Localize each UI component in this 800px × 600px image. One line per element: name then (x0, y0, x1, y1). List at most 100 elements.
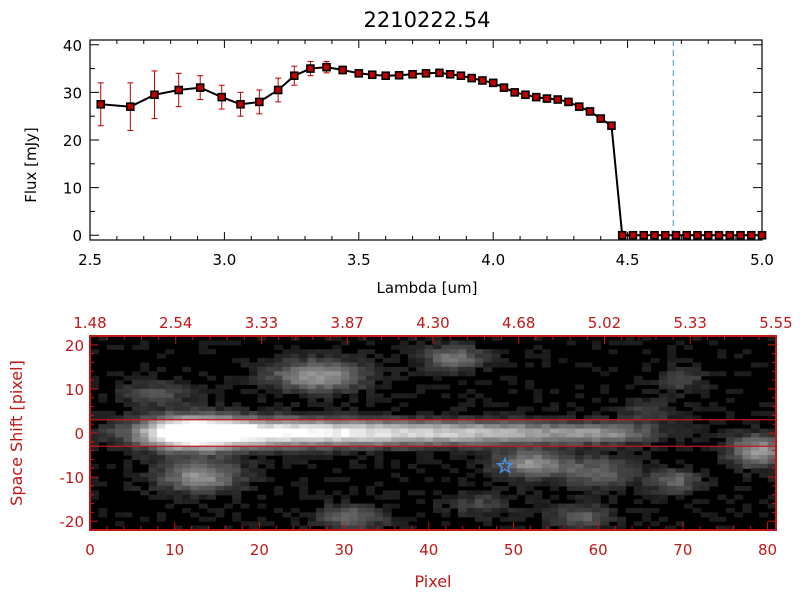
heatmap-cell (441, 344, 451, 350)
heatmap-cell (240, 358, 250, 364)
heatmap-cell (575, 525, 585, 531)
heatmap-x-tick-label: 0 (85, 541, 95, 559)
heatmap-cell (541, 424, 551, 430)
heatmap-cell (382, 366, 392, 372)
heatmap-cell (190, 490, 200, 496)
heatmap-cell (374, 371, 384, 377)
heatmap-cell (182, 507, 191, 513)
heatmap-top-tick-label: 5.55 (759, 314, 792, 332)
heatmap-cell (466, 450, 476, 456)
heatmap-cell (709, 402, 719, 408)
heatmap-cell (232, 419, 242, 425)
heatmap-cell (541, 499, 551, 505)
data-point (338, 65, 347, 75)
heatmap-cell (600, 459, 610, 465)
heatmap-cell (734, 512, 744, 518)
heatmap-cell (516, 441, 526, 447)
heatmap-cell (140, 441, 150, 447)
heatmap-cell (709, 481, 719, 487)
heatmap-cell (466, 362, 476, 368)
heatmap-cell (550, 512, 560, 518)
heatmap-cell (474, 507, 484, 513)
heatmap-cell (90, 384, 99, 390)
heatmap-cell (499, 485, 509, 491)
heatmap-cell (366, 525, 376, 531)
heatmap-cell (692, 362, 702, 368)
heatmap-cell (148, 419, 158, 425)
heatmap-cell (307, 521, 317, 527)
heatmap-cell (558, 428, 568, 434)
heatmap-cell (617, 481, 627, 487)
heatmap-cell (416, 353, 426, 359)
heatmap-cell (642, 362, 652, 368)
heatmap-cell (282, 406, 292, 412)
heatmap-overlay (90, 419, 776, 474)
heatmap-cell (274, 485, 284, 491)
heatmap-cell (324, 380, 334, 386)
heatmap-cell (374, 428, 384, 434)
heatmap-cell (742, 459, 752, 465)
heatmap-cell (374, 481, 384, 487)
heatmap-cell (483, 415, 493, 421)
heatmap-cell (433, 433, 442, 439)
heatmap-cell (257, 410, 267, 416)
data-point (467, 73, 476, 83)
heatmap-cell (215, 384, 225, 390)
heatmap-cell (156, 415, 166, 421)
heatmap-cell (508, 446, 518, 452)
heatmap-cell (416, 499, 426, 505)
heatmap-cell (223, 503, 233, 509)
heatmap-cell (550, 419, 560, 425)
heatmap-cell (240, 459, 250, 465)
heatmap-cell (190, 494, 200, 500)
heatmap-cell (575, 485, 585, 491)
heatmap-cell (391, 419, 401, 425)
heatmap-cell (349, 397, 359, 403)
heatmap-cell (366, 485, 376, 491)
heatmap-cell (366, 433, 376, 439)
heatmap-cell (499, 503, 509, 509)
heatmap-cell (633, 472, 643, 478)
heatmap-cell (658, 494, 668, 500)
heatmap-cell (207, 419, 217, 425)
heatmap-cell (650, 388, 660, 394)
heatmap-cell (232, 433, 242, 439)
heatmap-cell (332, 353, 342, 359)
heatmap-cell (608, 485, 618, 491)
heatmap-cell (725, 410, 735, 416)
heatmap-cell (767, 437, 777, 443)
heatmap-cell (667, 433, 677, 439)
heatmap-cell (575, 512, 585, 518)
heatmap-cell (617, 455, 627, 461)
heatmap-cell (742, 428, 752, 434)
heatmap-cell (516, 490, 526, 496)
heatmap-cell (140, 516, 150, 522)
heatmap-cell (491, 507, 501, 513)
heatmap-cell (391, 375, 401, 381)
heatmap-cell (399, 477, 409, 483)
heatmap-cell (190, 419, 200, 425)
heatmap-cell (399, 446, 409, 452)
heatmap-cell (274, 406, 284, 412)
heatmap-cell (650, 459, 660, 465)
heatmap-cell (282, 455, 292, 461)
heatmap-cell (324, 525, 334, 531)
heatmap-cell (274, 424, 284, 430)
heatmap-cell (566, 477, 576, 483)
heatmap-cell (550, 521, 560, 527)
heatmap-cell (767, 494, 777, 500)
heatmap-cell (416, 362, 426, 368)
heatmap-cell (466, 428, 476, 434)
heatmap-cell (433, 336, 442, 342)
data-point (617, 230, 627, 240)
heatmap-cell (558, 419, 568, 425)
chart-title: 2210222.54 (364, 8, 491, 32)
heatmap-cell (650, 481, 660, 487)
heatmap-cell (667, 349, 677, 355)
heatmap-cell (90, 415, 99, 421)
heatmap-cell (675, 437, 685, 443)
heatmap-cell (399, 516, 409, 522)
heatmap-cell (257, 468, 267, 474)
heatmap-cell (324, 512, 334, 518)
heatmap-cell (491, 499, 501, 505)
